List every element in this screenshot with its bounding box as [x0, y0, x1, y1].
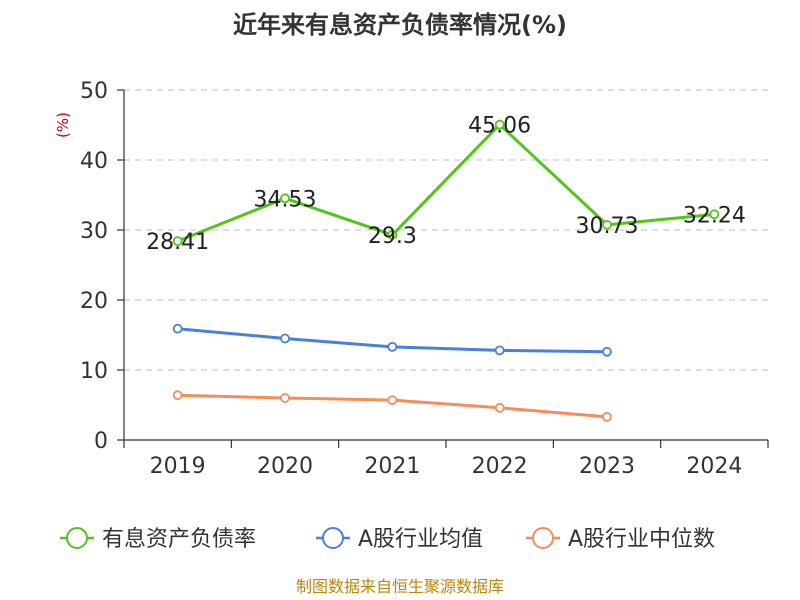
legend-label: A股行业均值 [358, 527, 483, 552]
y-axis-label: (%) [54, 112, 72, 138]
data-point [172, 323, 183, 334]
data-point [172, 236, 183, 247]
data-point [280, 193, 290, 204]
data-point [280, 333, 290, 344]
data-label: 28.41 [146, 230, 209, 255]
y-tick-label: 0 [94, 429, 108, 454]
x-tick-label: 2024 [686, 454, 742, 479]
y-tick-label: 50 [80, 79, 108, 104]
data-point [494, 402, 505, 413]
data-labels: 28.41 34.53 29.3 45.06 30.73 32.24 [146, 114, 746, 256]
data-point [602, 411, 612, 422]
data-point [494, 345, 505, 356]
legend-marker [322, 527, 344, 549]
data-point [387, 229, 398, 240]
x-tick-label: 2020 [257, 454, 313, 479]
legend-label: 有息资产负债率 [102, 527, 256, 552]
data-point [172, 390, 183, 401]
axes: 0 10 20 30 40 50 2019 2020 2021 2022 2023 2024 [80, 79, 769, 479]
data-label: 30.73 [576, 214, 639, 239]
data-point [709, 209, 720, 220]
data-point [602, 219, 612, 230]
legend-label: A股行业中位数 [568, 527, 715, 552]
x-tick-label: 2022 [472, 454, 528, 479]
source-note: 制图数据来自恒生聚源数据库 [296, 577, 504, 596]
chart-title: 近年来有息资产负债率情况(%) [233, 11, 567, 39]
x-tick-label: 2023 [579, 454, 635, 479]
data-label: 45.06 [468, 114, 531, 139]
legend-marker [66, 527, 88, 549]
data-point [280, 393, 290, 403]
data-label: 34.53 [254, 187, 317, 212]
grid [124, 89, 768, 371]
legend: 有息资产负债率 A股行业均值 A股行业中位数 [60, 527, 715, 552]
legend-marker [532, 527, 554, 549]
y-tick-label: 20 [80, 289, 108, 314]
x-tick-label: 2019 [150, 454, 206, 479]
data-point [387, 341, 398, 352]
y-tick-label: 30 [80, 219, 108, 244]
x-tick-label: 2021 [364, 454, 420, 479]
data-point [494, 119, 505, 130]
data-point [602, 346, 612, 357]
data-label: 29.3 [368, 224, 417, 249]
data-point [387, 395, 398, 406]
series-line [177, 123, 715, 243]
data-label: 32.24 [683, 203, 746, 228]
y-tick-label: 40 [80, 149, 108, 174]
series-group [172, 119, 720, 422]
y-tick-label: 10 [80, 359, 108, 384]
